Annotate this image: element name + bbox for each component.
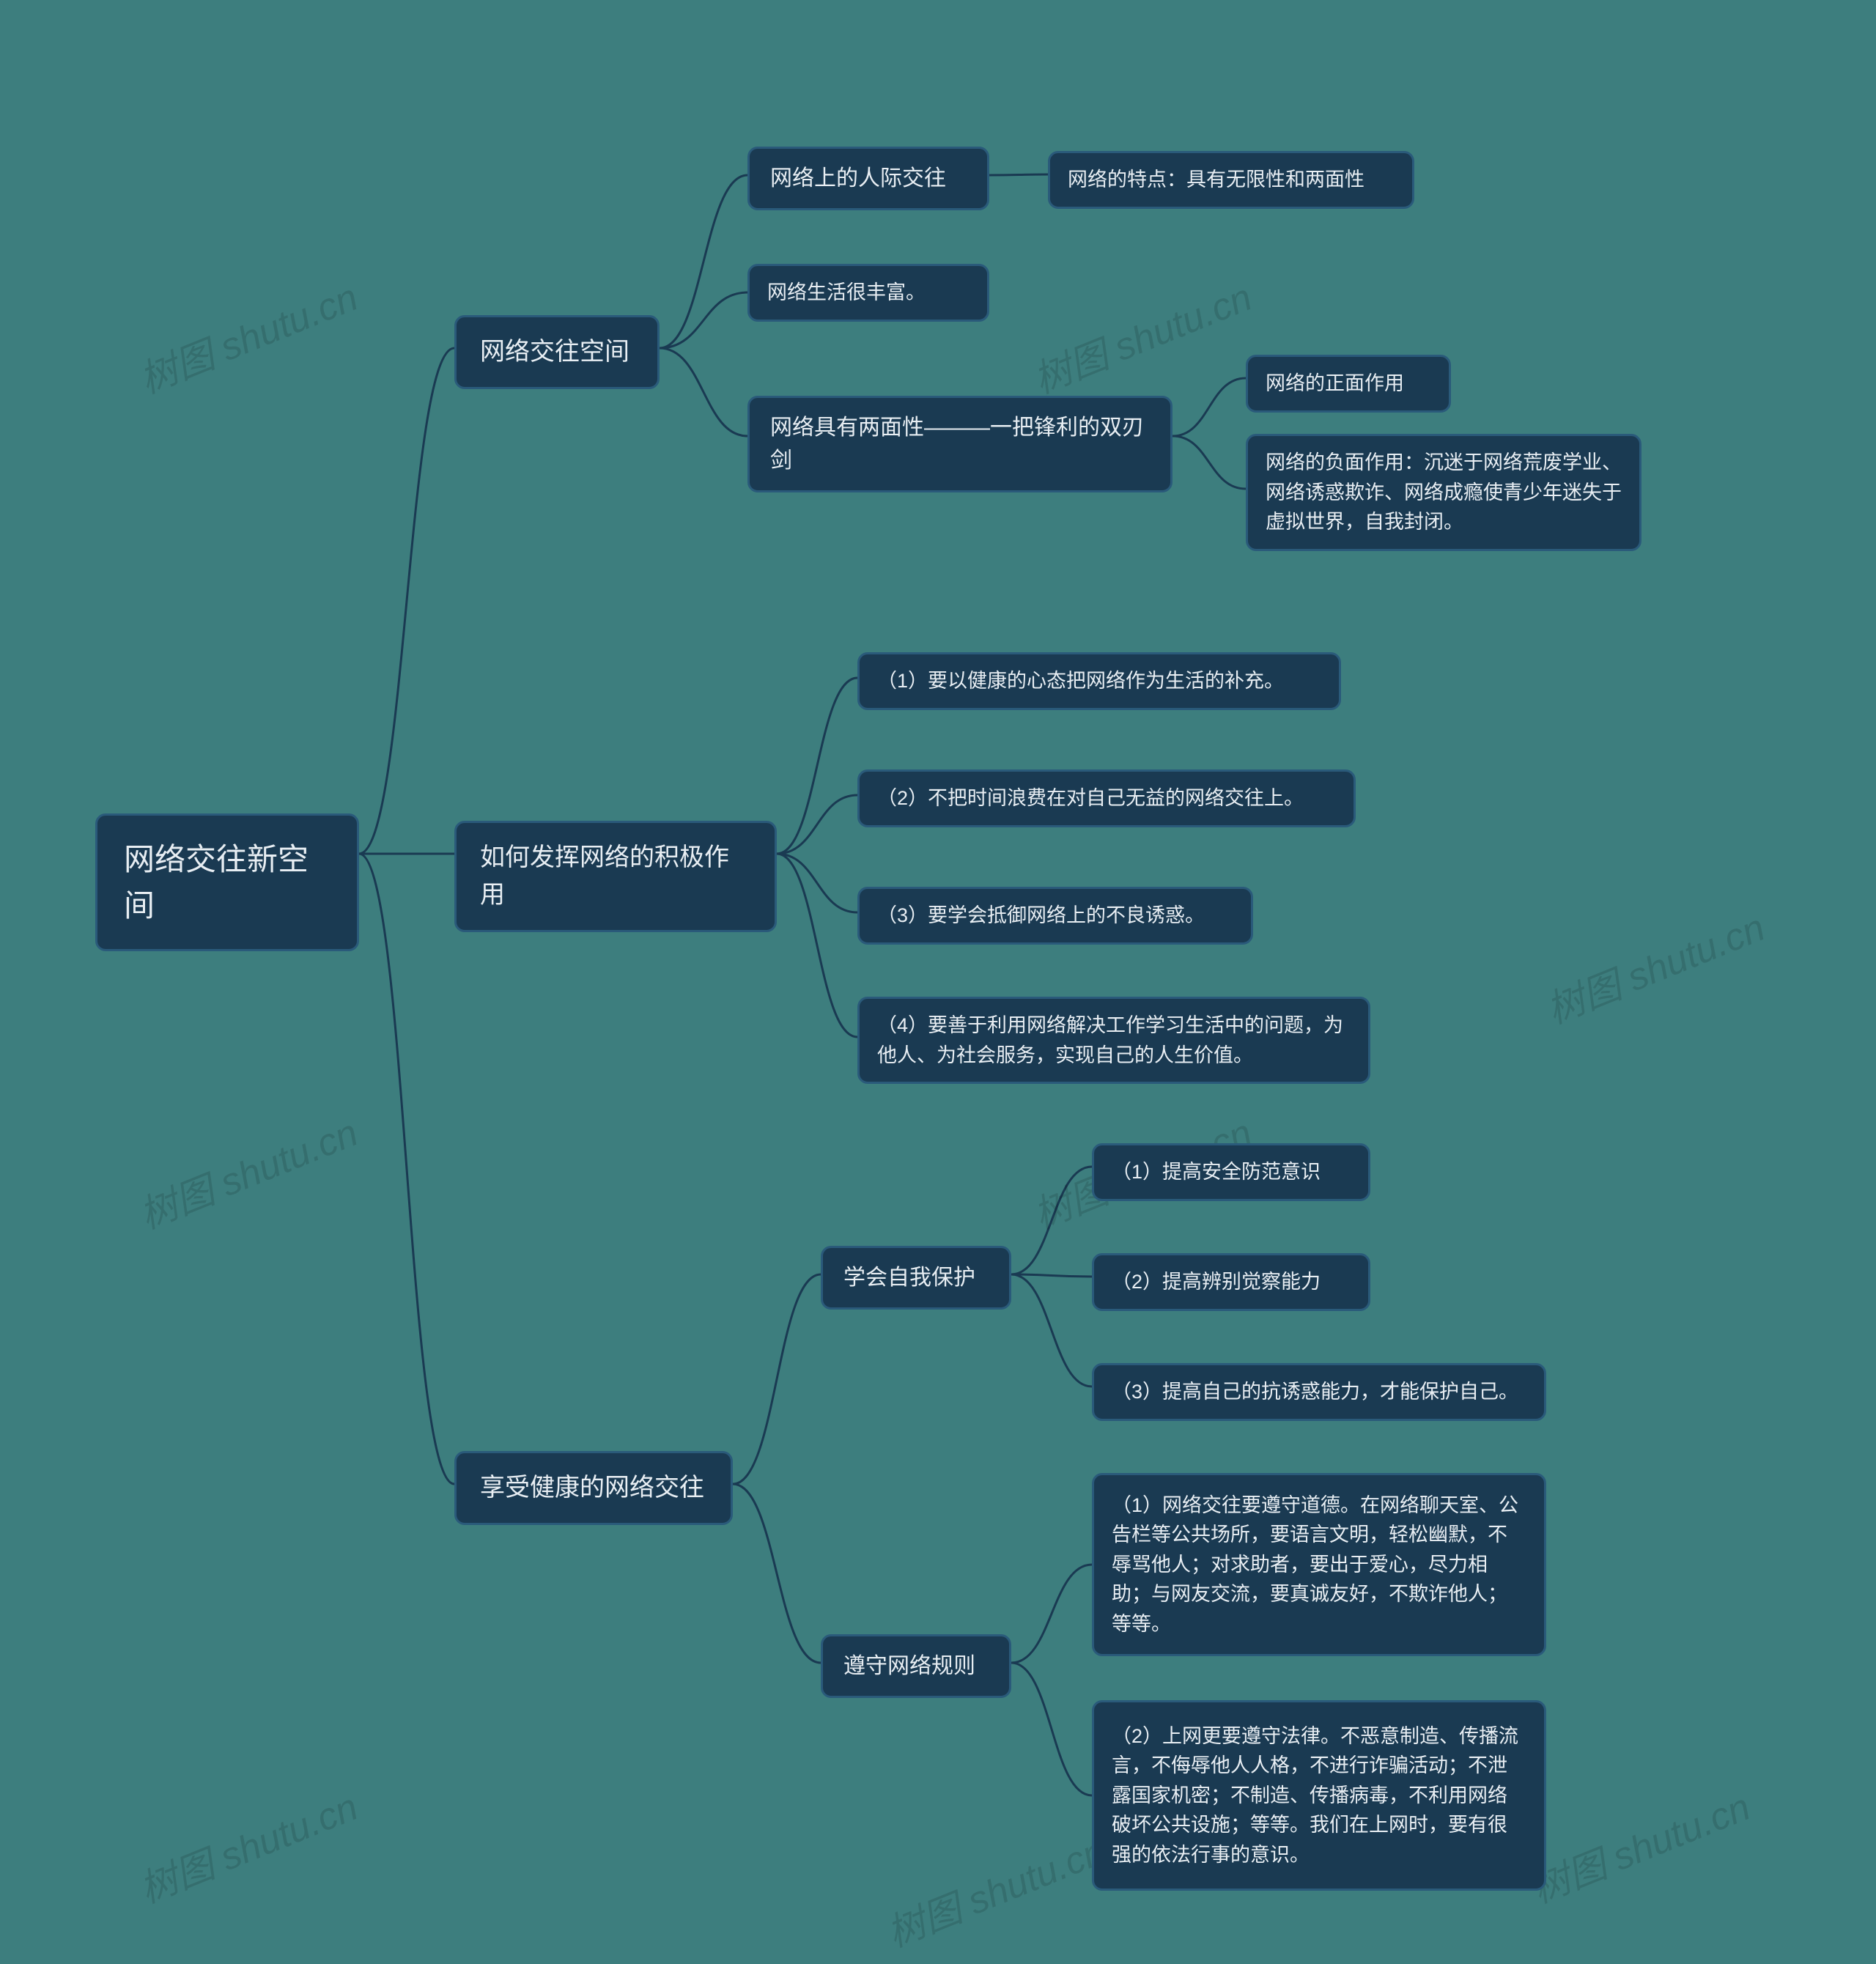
mindmap-node-b2c3[interactable]: （3）要学会抵御网络上的不良诱惑。	[857, 887, 1253, 945]
mindmap-node-b1[interactable]: 网络交往空间	[454, 315, 660, 389]
mindmap-node-b2c2[interactable]: （2）不把时间浪费在对自己无益的网络交往上。	[857, 769, 1356, 827]
connector	[359, 854, 454, 1484]
watermark: 树图 shutu.cn	[130, 1102, 364, 1240]
connector	[359, 348, 454, 854]
mindmap-node-b2c4[interactable]: （4）要善于利用网络解决工作学习生活中的问题，为他人、为社会服务，实现自己的人生…	[857, 997, 1370, 1084]
connector	[1172, 378, 1246, 436]
mindmap-node-b3c1b[interactable]: （2）提高辨别觉察能力	[1092, 1253, 1370, 1311]
mindmap-node-b3c1[interactable]: 学会自我保护	[821, 1246, 1011, 1310]
watermark: 树图 shutu.cn	[1537, 897, 1771, 1035]
mindmap-node-root[interactable]: 网络交往新空间	[95, 813, 359, 951]
connector	[777, 678, 857, 854]
watermark: 树图 shutu.cn	[1522, 1776, 1757, 1914]
connector	[1011, 1274, 1092, 1277]
mindmap-node-b2[interactable]: 如何发挥网络的积极作用	[454, 821, 777, 932]
connector	[777, 795, 857, 854]
mindmap-node-b3c1a[interactable]: （1）提高安全防范意识	[1092, 1143, 1370, 1201]
connector	[1011, 1663, 1092, 1795]
connector	[660, 175, 747, 348]
connector	[660, 348, 747, 436]
mindmap-node-b1c3[interactable]: 网络具有两面性———一把锋利的双刃剑	[747, 396, 1172, 492]
watermark: 树图 shutu.cn	[130, 267, 364, 405]
mindmap-node-b3c2b[interactable]: （2）上网更要遵守法律。不恶意制造、传播流言，不侮辱他人人格，不进行诈骗活动；不…	[1092, 1700, 1546, 1891]
connector	[733, 1484, 821, 1663]
mindmap-node-b3[interactable]: 享受健康的网络交往	[454, 1451, 733, 1525]
mindmap-node-b1c1[interactable]: 网络上的人际交往	[747, 147, 989, 210]
connector	[1011, 1167, 1092, 1274]
watermark: 树图 shutu.cn	[130, 1776, 364, 1914]
mindmap-node-b1c3a[interactable]: 网络的正面作用	[1246, 355, 1451, 413]
mindmap-node-b1c3b[interactable]: 网络的负面作用：沉迷于网络荒废学业、网络诱惑欺诈、网络成瘾使青少年迷失于虚拟世界…	[1246, 434, 1642, 551]
connector	[733, 1274, 821, 1484]
connector	[777, 854, 857, 1037]
mindmap-node-b2c1[interactable]: （1）要以健康的心态把网络作为生活的补充。	[857, 652, 1341, 710]
mindmap-node-b1c2[interactable]: 网络生活很丰富。	[747, 264, 989, 322]
connector	[1011, 1565, 1092, 1663]
mindmap-node-b3c2a[interactable]: （1）网络交往要遵守道德。在网络聊天室、公告栏等公共场所，要语言文明，轻松幽默，…	[1092, 1473, 1546, 1656]
connector	[660, 292, 747, 348]
mindmap-node-b3c2[interactable]: 遵守网络规则	[821, 1634, 1011, 1698]
connector	[1011, 1274, 1092, 1387]
connector	[777, 854, 857, 912]
connector	[1172, 436, 1246, 489]
watermark: 树图 shutu.cn	[877, 1820, 1112, 1958]
mindmap-node-b1c1a[interactable]: 网络的特点：具有无限性和两面性	[1048, 151, 1414, 209]
mindmap-node-b3c1c[interactable]: （3）提高自己的抗诱惑能力，才能保护自己。	[1092, 1363, 1546, 1421]
connector	[989, 174, 1048, 175]
watermark: 树图 shutu.cn	[1024, 267, 1258, 405]
